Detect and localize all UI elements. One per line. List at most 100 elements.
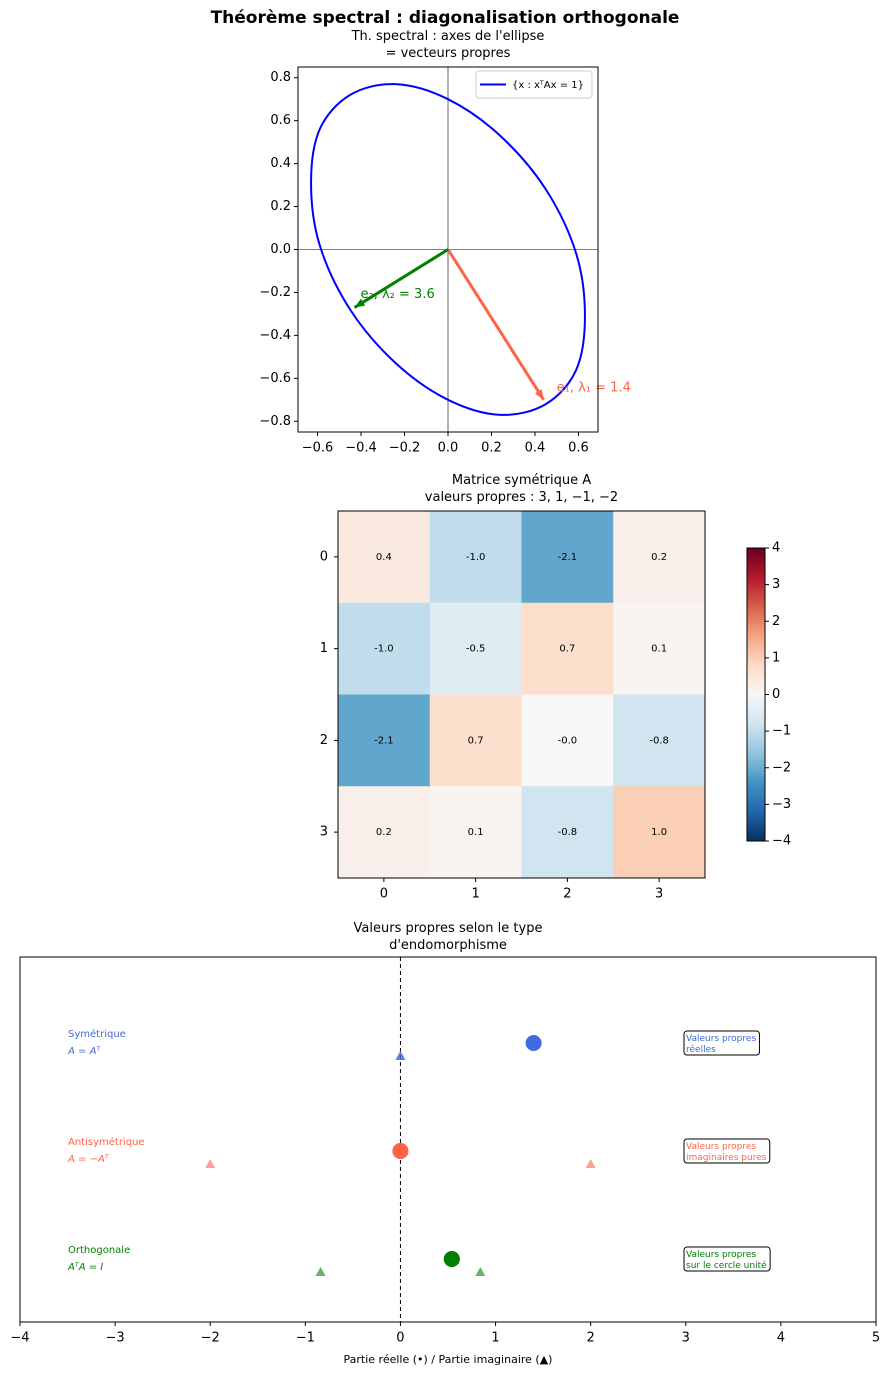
x-tick-label: −0.6 (302, 441, 334, 456)
x-tick-label: 5 (872, 1331, 880, 1346)
heatmap-cell (338, 786, 431, 879)
arrow-head (354, 298, 366, 308)
x-tick-label: 3 (682, 1331, 690, 1346)
imag-marker (585, 1159, 596, 1168)
cell-label: 0.1 (651, 644, 667, 655)
row-label: Antisymétrique (68, 1136, 145, 1148)
axes-frame (19, 956, 877, 1323)
heatmap-cell (338, 694, 431, 787)
x-tick-label: 4 (777, 1331, 785, 1346)
cell-label: 0.7 (559, 644, 575, 655)
x-tick-label: −0.4 (345, 441, 377, 456)
colorbar-tick-label: 4 (772, 541, 780, 556)
note-box (683, 1138, 771, 1164)
cell-label: -0.0 (558, 735, 578, 746)
heatmap-cell (613, 694, 706, 787)
y-tick-label: −0.4 (259, 328, 291, 343)
x-tick-label: 2 (587, 1331, 595, 1346)
x-tick-label: 0.0 (438, 441, 459, 456)
y-tick-label: 3 (320, 825, 328, 840)
cell-label: -1.0 (466, 552, 486, 563)
cell-label: 0.7 (468, 735, 484, 746)
x-tick-label: −0.2 (389, 441, 421, 456)
heatmap-cell (429, 511, 522, 604)
chart-title: Th. spectral : axes de l'ellipse = vecteu… (351, 29, 545, 61)
heatmap-cell (521, 694, 614, 787)
cell-label: -2.1 (374, 735, 394, 746)
cell-label: 0.4 (376, 552, 392, 563)
arrow-label: e₁, λ₁ = 1.4 (557, 380, 631, 395)
cell-label: -0.8 (558, 827, 578, 838)
real-marker (443, 1251, 460, 1267)
legend-box (475, 70, 593, 99)
row-formula: A = −Aᵀ (67, 1154, 110, 1165)
x-tick-label: 0 (396, 1331, 404, 1346)
cell-label: -1.0 (374, 644, 394, 655)
heatmap-cell (338, 511, 431, 604)
x-tick-label: 2 (563, 887, 571, 902)
imag-marker (205, 1159, 216, 1168)
note-box (683, 1246, 771, 1272)
x-tick-label: −3 (106, 1331, 125, 1346)
imag-marker (315, 1267, 326, 1276)
colorbar-tick-label: 3 (772, 577, 780, 592)
y-tick-label: 0.4 (270, 156, 291, 171)
colorbar-tick-label: −4 (772, 834, 791, 849)
y-tick-label: −0.8 (259, 414, 291, 429)
colorbar-tick-label: 2 (772, 614, 780, 629)
axes-frame (337, 510, 706, 879)
colorbar-tick-label: −3 (772, 797, 791, 812)
cell-label: 0.2 (651, 552, 667, 563)
y-tick-label: 0.0 (270, 242, 291, 257)
cell-label: 0.1 (468, 827, 484, 838)
note-text: Valeurs propres réelles (686, 1034, 756, 1055)
heatmap-cell (613, 786, 706, 879)
colorbar-tick-label: −1 (772, 724, 791, 739)
heatmap-cell (613, 602, 706, 695)
imag-marker (395, 1051, 406, 1060)
real-marker (392, 1143, 409, 1159)
cell-label: -2.1 (558, 552, 578, 563)
y-tick-label: 0.2 (270, 199, 291, 214)
imag-marker (475, 1267, 486, 1276)
x-tick-label: 1 (491, 1331, 499, 1346)
note-box (683, 1030, 760, 1056)
row-label: Symétrique (68, 1028, 126, 1040)
x-tick-label: 3 (655, 887, 663, 902)
heatmap-cell (613, 511, 706, 604)
cell-label: -0.5 (466, 644, 486, 655)
y-tick-label: 0 (320, 549, 328, 564)
colorbar-tick-label: −2 (772, 760, 791, 775)
x-tick-label: 0 (380, 887, 388, 902)
eigenvector-arrow (353, 248, 449, 309)
cell-label: 0.2 (376, 827, 392, 838)
y-tick-label: 1 (320, 641, 328, 656)
axes-frame (297, 66, 599, 433)
y-tick-label: 0.6 (270, 113, 291, 128)
y-tick-label: 2 (320, 733, 328, 748)
cell-label: 1.0 (651, 827, 667, 838)
y-tick-label: 0.8 (270, 70, 291, 85)
cell-label: -0.8 (649, 735, 669, 746)
heatmap-cell (429, 602, 522, 695)
heatmap-cell (429, 786, 522, 879)
arrow-head (534, 389, 544, 400)
x-tick-label: 0.2 (481, 441, 502, 456)
x-tick-label: −1 (296, 1331, 315, 1346)
heatmap-cell (521, 602, 614, 695)
heatmap-cell (338, 602, 431, 695)
heatmap-cell (521, 786, 614, 879)
row-formula: AᵀA = I (67, 1262, 103, 1273)
colorbar-tick-label: 1 (772, 650, 780, 665)
real-marker (525, 1035, 542, 1051)
heatmap-cell (521, 511, 614, 604)
x-tick-label: −2 (201, 1331, 220, 1346)
chart-title: Valeurs propres selon le type d'endomorph… (354, 921, 543, 953)
heatmap-cell (429, 694, 522, 787)
row-formula: A = Aᵀ (67, 1046, 101, 1057)
legend-label: {x : xᵀAx = 1} (512, 80, 584, 91)
x-tick-label: 0.4 (525, 441, 546, 456)
y-tick-label: −0.6 (259, 371, 291, 386)
